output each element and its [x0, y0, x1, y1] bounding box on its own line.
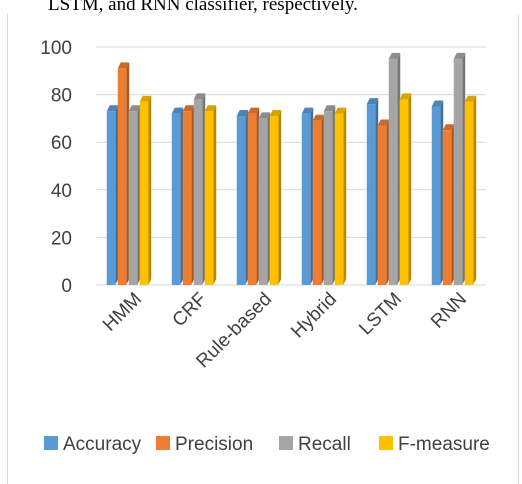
y-tick-label: 40: [51, 181, 72, 202]
bar-recall-rnn: [453, 52, 466, 286]
bar-precision-rule-based: [247, 107, 260, 285]
y-tick-label: 80: [51, 86, 72, 107]
bar-precision-hmm: [117, 62, 130, 285]
legend-swatch: [379, 436, 393, 450]
bar-f-measure-rule-based: [269, 110, 282, 286]
bar-recall-hmm: [128, 105, 141, 285]
bar-precision-hybrid: [312, 114, 325, 285]
legend-item-recall: Recall: [279, 434, 351, 455]
legend-label: Recall: [298, 434, 351, 455]
bar-precision-rnn: [442, 124, 455, 285]
x-tick-label: Hybrid: [287, 289, 341, 343]
bar-recall-rule-based: [258, 112, 271, 286]
legend-swatch: [279, 436, 293, 450]
bar-accuracy-hybrid: [301, 107, 314, 285]
legend-label: Accuracy: [63, 434, 142, 455]
bars: [106, 52, 477, 286]
bar-precision-crf: [182, 105, 195, 285]
bar-f-measure-rnn: [464, 95, 477, 286]
legend-item-precision: Precision: [156, 434, 253, 455]
legend-swatch: [156, 436, 170, 450]
y-axis-ticks: 0 20 40 60 80 100: [40, 38, 72, 297]
y-tick-label: 0: [61, 276, 72, 297]
x-tick-label: RNN: [427, 289, 471, 333]
bar-f-measure-crf: [204, 105, 217, 285]
bar-recall-hybrid: [323, 105, 336, 285]
bar-recall-crf: [193, 93, 206, 285]
bar-f-measure-hmm: [139, 95, 152, 286]
gridlines: [96, 46, 486, 286]
legend-item-accuracy: Accuracy: [44, 434, 142, 455]
x-tick-label: HMM: [99, 289, 146, 336]
legend-label: Precision: [175, 434, 253, 455]
bar-accuracy-rnn: [431, 100, 444, 285]
bar-accuracy-hmm: [106, 105, 119, 285]
y-tick-label: 100: [40, 38, 72, 59]
chart-frame: [7, 14, 519, 484]
legend-swatch: [44, 436, 58, 450]
caption-text: LSTM, and RNN classifier, respectively.: [48, 0, 358, 14]
bar-accuracy-crf: [171, 107, 184, 285]
bar-f-measure-lstm: [399, 93, 412, 285]
bar-recall-lstm: [388, 52, 401, 286]
bar-precision-lstm: [377, 119, 390, 285]
y-tick-label: 20: [51, 228, 72, 249]
bar-accuracy-rule-based: [236, 110, 249, 286]
bar-accuracy-lstm: [366, 98, 379, 286]
x-tick-label: LSTM: [355, 289, 406, 340]
x-tick-label: CRF: [169, 289, 211, 331]
legend: Accuracy Precision Recall F-measure: [44, 434, 490, 455]
legend-item-f-measure: F-measure: [379, 434, 490, 455]
legend-label: F-measure: [398, 434, 490, 455]
bar-f-measure-hybrid: [334, 107, 347, 285]
y-tick-label: 60: [51, 133, 72, 154]
